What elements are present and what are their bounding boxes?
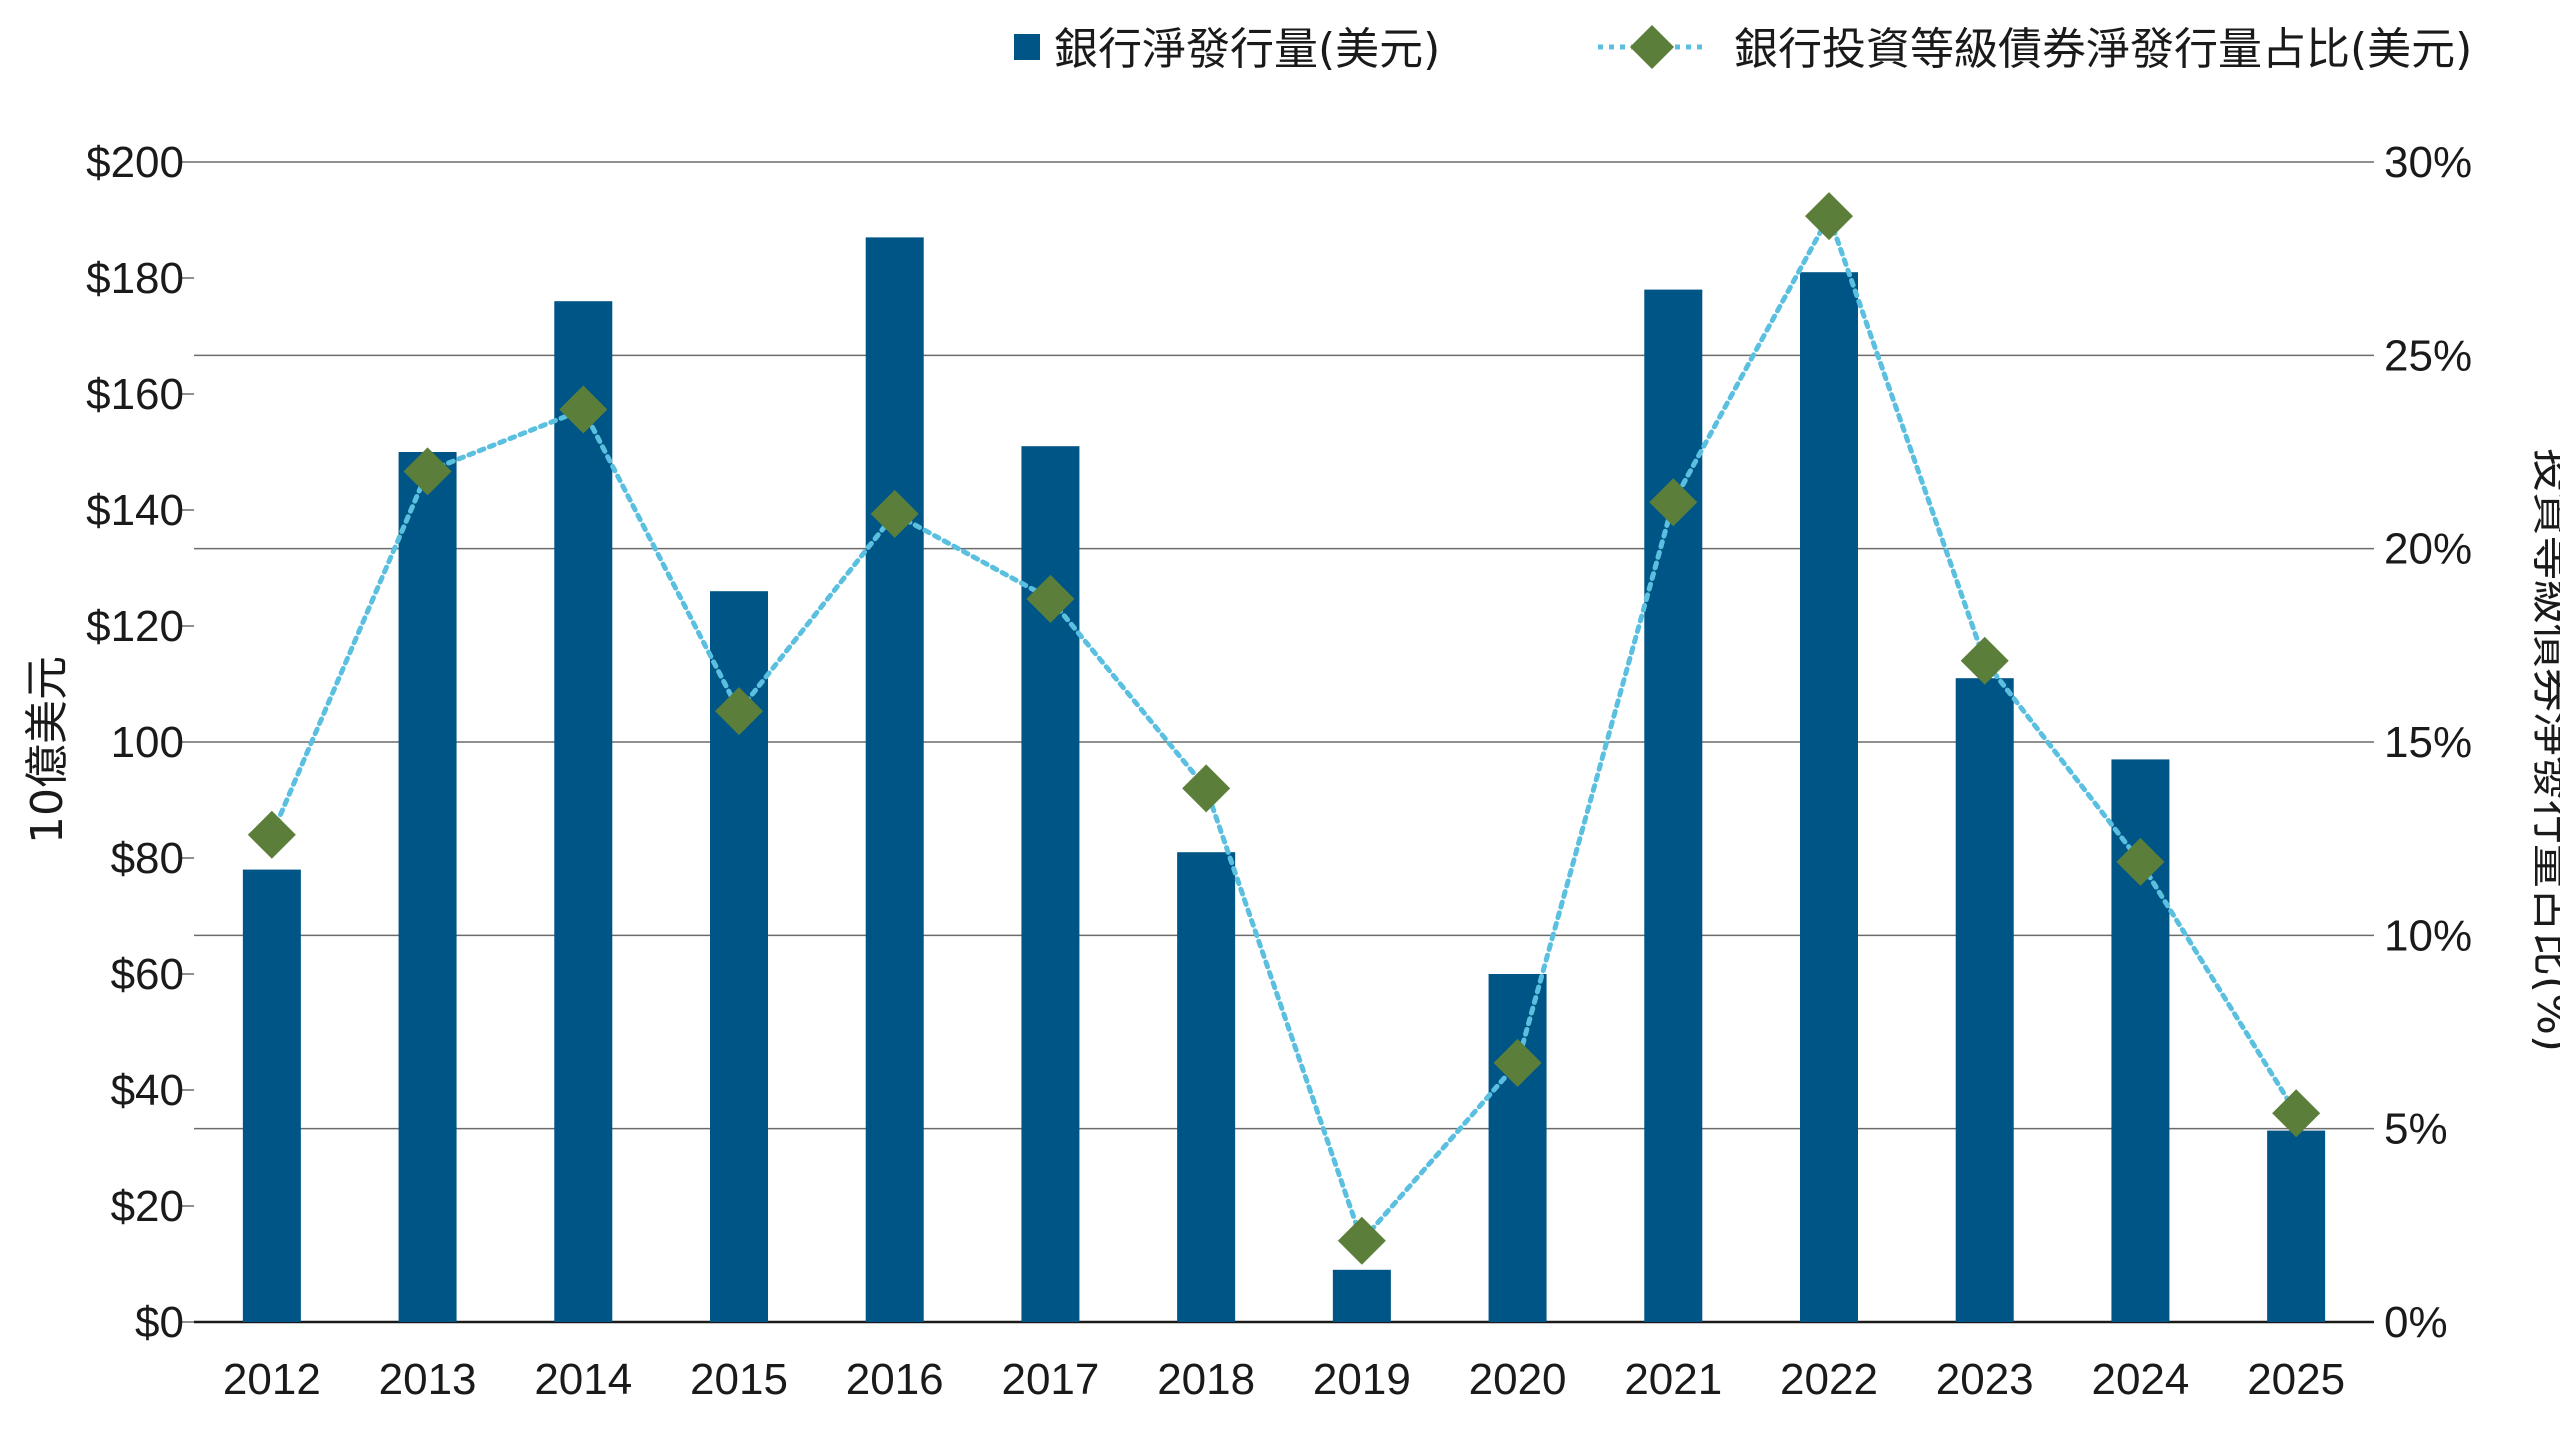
x-tick-label: 2016 <box>846 1355 944 1404</box>
bar-2020 <box>1488 974 1547 1322</box>
bar-2016 <box>865 237 924 1322</box>
bar-2021 <box>1644 289 1703 1323</box>
legend-line-label: 銀行投資等級債券淨發行量占比(美元) <box>1734 24 2472 75</box>
marker-2016 <box>870 489 919 538</box>
left-tick-label: $140 <box>86 486 184 535</box>
marker-2017 <box>1026 574 1075 623</box>
x-tick-label: 2020 <box>1469 1355 1567 1404</box>
left-tick-label: $60 <box>111 950 184 999</box>
marker-2021 <box>1649 478 1698 527</box>
bar-2014 <box>554 301 613 1322</box>
right-tick-label: 25% <box>2384 331 2472 380</box>
bar-2023 <box>1955 678 2014 1322</box>
share-line <box>269 209 2299 1246</box>
legend-bar-label: 銀行淨發行量(美元) <box>1054 24 1440 75</box>
marker-2023 <box>1960 636 2009 685</box>
left-axis-title: 10億美元 <box>22 656 73 844</box>
left-tick-label: $200 <box>86 138 184 187</box>
x-tick-label: 2019 <box>1313 1355 1411 1404</box>
x-tick-label: 2018 <box>1157 1355 1255 1404</box>
left-tick-label: $40 <box>111 1066 184 1115</box>
x-tick-label: 2017 <box>1001 1355 1099 1404</box>
left-tick-label: 100 <box>111 718 184 767</box>
bar-2012 <box>242 869 301 1322</box>
bar-2018 <box>1177 852 1236 1322</box>
left-tick-label: $120 <box>86 602 184 651</box>
right-tick-label: 10% <box>2384 911 2472 960</box>
bar-2022 <box>1800 272 1858 1323</box>
right-tick-label: 0% <box>2384 1298 2448 1347</box>
legend: 銀行淨發行量(美元) 銀行投資等級債券淨發行量占比(美元) <box>1014 24 2472 75</box>
left-tick-label: $160 <box>86 370 184 419</box>
right-tick-label: 15% <box>2384 718 2472 767</box>
bar-2013 <box>398 452 457 1322</box>
marker-2020 <box>1493 1038 1542 1087</box>
legend-diamond-icon <box>1630 25 1674 69</box>
right-tick-label: 20% <box>2384 525 2472 574</box>
bar-series <box>242 237 2326 1323</box>
x-tick-label: 2024 <box>2091 1355 2189 1404</box>
left-tick-label: $180 <box>86 254 184 303</box>
marker-2019 <box>1337 1216 1386 1265</box>
x-axis-ticks: 2012 2013 2014 2015 2016 2017 2018 2019 2020 2021… <box>223 1355 2345 1404</box>
marker-2025 <box>2272 1089 2321 1138</box>
x-tick-label: 2014 <box>534 1355 632 1404</box>
marker-2018 <box>1182 764 1231 813</box>
x-tick-label: 2025 <box>2247 1355 2345 1404</box>
right-axis-title: 投資等級債券淨發行量占比(%) <box>2527 448 2560 1052</box>
diamond-markers <box>247 192 2321 1265</box>
marker-2024 <box>2116 837 2165 886</box>
x-tick-label: 2021 <box>1624 1355 1722 1404</box>
marker-2012 <box>247 810 296 859</box>
left-tick-label: $0 <box>135 1298 184 1347</box>
left-axis-ticks: $0 $20 $40 $60 $80 100 $120 $140 $160 $180 $200 <box>86 138 194 1347</box>
right-axis-ticks: 0% 5% 10% 15% 20% 25% 30% <box>2384 138 2472 1347</box>
right-tick-label: 5% <box>2384 1105 2448 1154</box>
right-tick-label: 30% <box>2384 138 2472 187</box>
legend-bar-swatch <box>1014 34 1040 60</box>
marker-2022 <box>1805 192 1853 241</box>
left-tick-label: $80 <box>111 834 184 883</box>
x-tick-label: 2023 <box>1936 1355 2034 1404</box>
x-tick-label: 2015 <box>690 1355 788 1404</box>
x-tick-label: 2022 <box>1780 1355 1878 1404</box>
bar-2019 <box>1332 1269 1391 1322</box>
marker-2015 <box>715 687 763 736</box>
line-series <box>269 209 2299 1246</box>
x-tick-label: 2013 <box>379 1355 477 1404</box>
marker-2013 <box>403 447 452 496</box>
bar-2025 <box>2267 1130 2326 1322</box>
x-tick-label: 2012 <box>223 1355 321 1404</box>
left-tick-label: $20 <box>111 1182 184 1231</box>
marker-2014 <box>559 385 608 434</box>
